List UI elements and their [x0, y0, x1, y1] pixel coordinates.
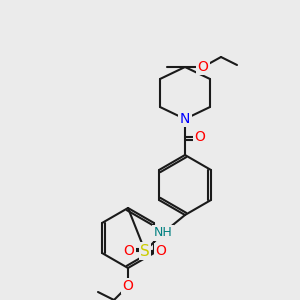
Text: NH: NH	[154, 226, 172, 239]
Text: O: O	[124, 244, 134, 258]
Text: O: O	[198, 60, 208, 74]
Text: S: S	[140, 244, 150, 259]
Text: N: N	[180, 112, 190, 126]
Text: O: O	[195, 130, 206, 144]
Text: O: O	[123, 279, 134, 293]
Text: O: O	[156, 244, 167, 258]
